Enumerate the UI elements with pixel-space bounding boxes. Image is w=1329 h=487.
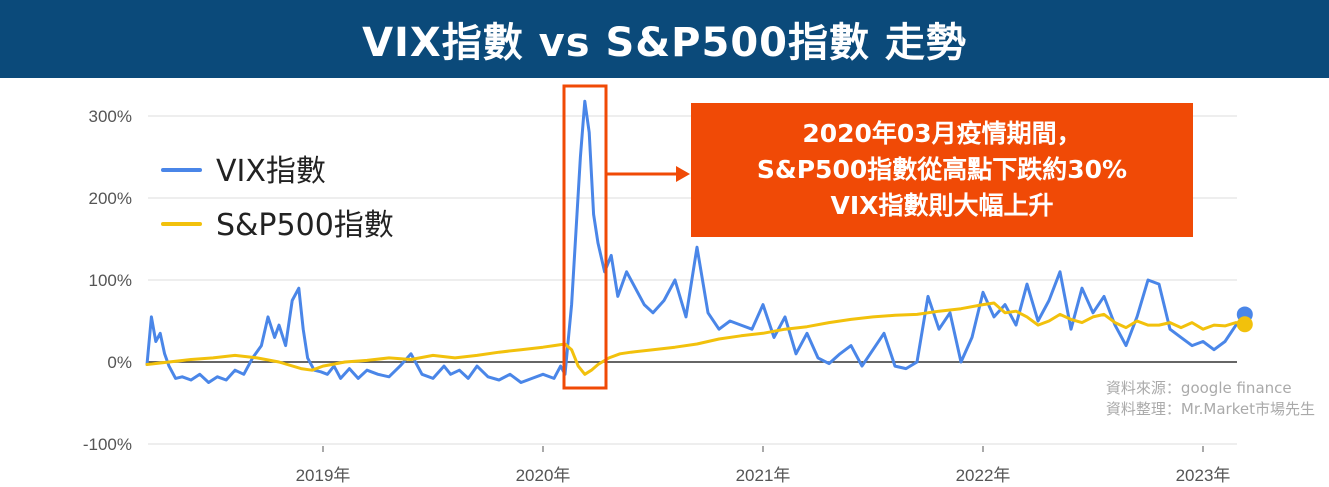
- x-tick-label: 2021年: [736, 466, 791, 485]
- line-chart: -100% 0% 100% 200% 300% 2019年 2020年 2021年 2022年 2…: [83, 84, 1253, 485]
- legend-label-vix: VIX指數: [216, 154, 326, 189]
- chart-title: VIX指數 vs S&P500指數 走勢: [0, 0, 1329, 78]
- legend: VIX指數 S&P500指數: [161, 154, 394, 243]
- legend-label-sp500: S&P500指數: [216, 208, 394, 243]
- annotation-line-1: 2020年03月疫情期間，: [802, 119, 1082, 148]
- sp500-end-point: [1236, 316, 1253, 333]
- source-line-1: 資料來源：google finance: [1105, 379, 1292, 397]
- annotation-callout: 2020年03月疫情期間， S&P500指數從高點下跌約30% VIX指數則大幅…: [691, 103, 1193, 237]
- y-tick-label: -100%: [83, 435, 132, 454]
- x-tick-label: 2019年: [296, 466, 351, 485]
- x-tick-label: 2023年: [1176, 466, 1231, 485]
- y-tick-label: 300%: [89, 107, 132, 126]
- y-tick-label: 200%: [89, 189, 132, 208]
- callout-arrow-head: [676, 166, 690, 182]
- source-note: 資料來源：google finance 資料整理：Mr.Market市場先生: [1106, 378, 1315, 420]
- sp500-line: [145, 301, 1247, 376]
- x-tick-label: 2022年: [956, 466, 1011, 485]
- spike-highlight-box: [562, 84, 608, 390]
- x-tick-label: 2020年: [516, 466, 571, 485]
- annotation-line-2: S&P500指數從高點下跌約30%: [756, 155, 1128, 184]
- annotation-line-3: VIX指數則大幅上升: [830, 191, 1054, 220]
- axis-layer: -100% 0% 100% 200% 300% 2019年 2020年 2021年 2022年 2…: [83, 107, 1231, 485]
- source-line-2: 資料整理：Mr.Market市場先生: [1105, 400, 1315, 418]
- highlight-box-layer: [562, 84, 690, 390]
- y-tick-label: 0%: [107, 353, 132, 372]
- y-tick-label: 100%: [89, 271, 132, 290]
